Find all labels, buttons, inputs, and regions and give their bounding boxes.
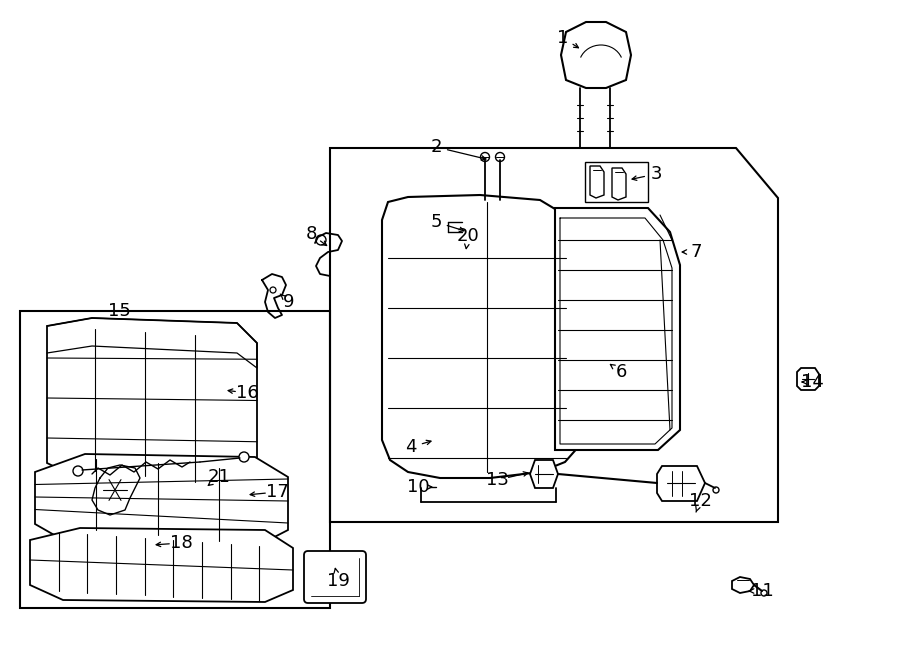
Text: 20: 20 <box>456 227 480 245</box>
Text: 18: 18 <box>169 534 193 552</box>
Polygon shape <box>382 195 583 478</box>
Circle shape <box>496 153 505 161</box>
Bar <box>585 162 648 202</box>
Circle shape <box>316 235 326 245</box>
Circle shape <box>713 487 719 493</box>
Text: 2: 2 <box>430 138 442 156</box>
Circle shape <box>761 590 767 596</box>
Circle shape <box>239 452 249 462</box>
Text: 15: 15 <box>108 302 130 320</box>
Polygon shape <box>612 168 626 200</box>
Text: 10: 10 <box>407 478 429 496</box>
Text: 13: 13 <box>486 471 508 489</box>
Text: 5: 5 <box>430 213 442 231</box>
Bar <box>20 311 330 608</box>
Polygon shape <box>561 22 631 88</box>
Text: 12: 12 <box>688 492 711 510</box>
Text: 3: 3 <box>650 165 662 183</box>
Circle shape <box>73 466 83 476</box>
Polygon shape <box>530 460 558 488</box>
Text: 17: 17 <box>266 483 288 501</box>
Text: 21: 21 <box>208 468 230 486</box>
Polygon shape <box>555 208 680 450</box>
Text: 16: 16 <box>236 384 258 402</box>
Polygon shape <box>797 368 819 390</box>
Text: 1: 1 <box>557 29 569 47</box>
Polygon shape <box>35 454 288 547</box>
Polygon shape <box>47 318 257 486</box>
Text: 8: 8 <box>305 225 317 243</box>
Polygon shape <box>732 577 754 593</box>
Text: 14: 14 <box>801 373 824 391</box>
Text: 11: 11 <box>751 582 773 600</box>
Polygon shape <box>657 466 705 501</box>
Text: 9: 9 <box>284 293 295 311</box>
Text: 19: 19 <box>327 572 349 590</box>
Circle shape <box>481 153 490 161</box>
Text: 7: 7 <box>690 243 702 261</box>
Circle shape <box>270 287 276 293</box>
Text: 4: 4 <box>405 438 417 456</box>
FancyBboxPatch shape <box>304 551 366 603</box>
Polygon shape <box>590 166 604 198</box>
Text: 6: 6 <box>616 363 626 381</box>
Polygon shape <box>30 528 293 602</box>
